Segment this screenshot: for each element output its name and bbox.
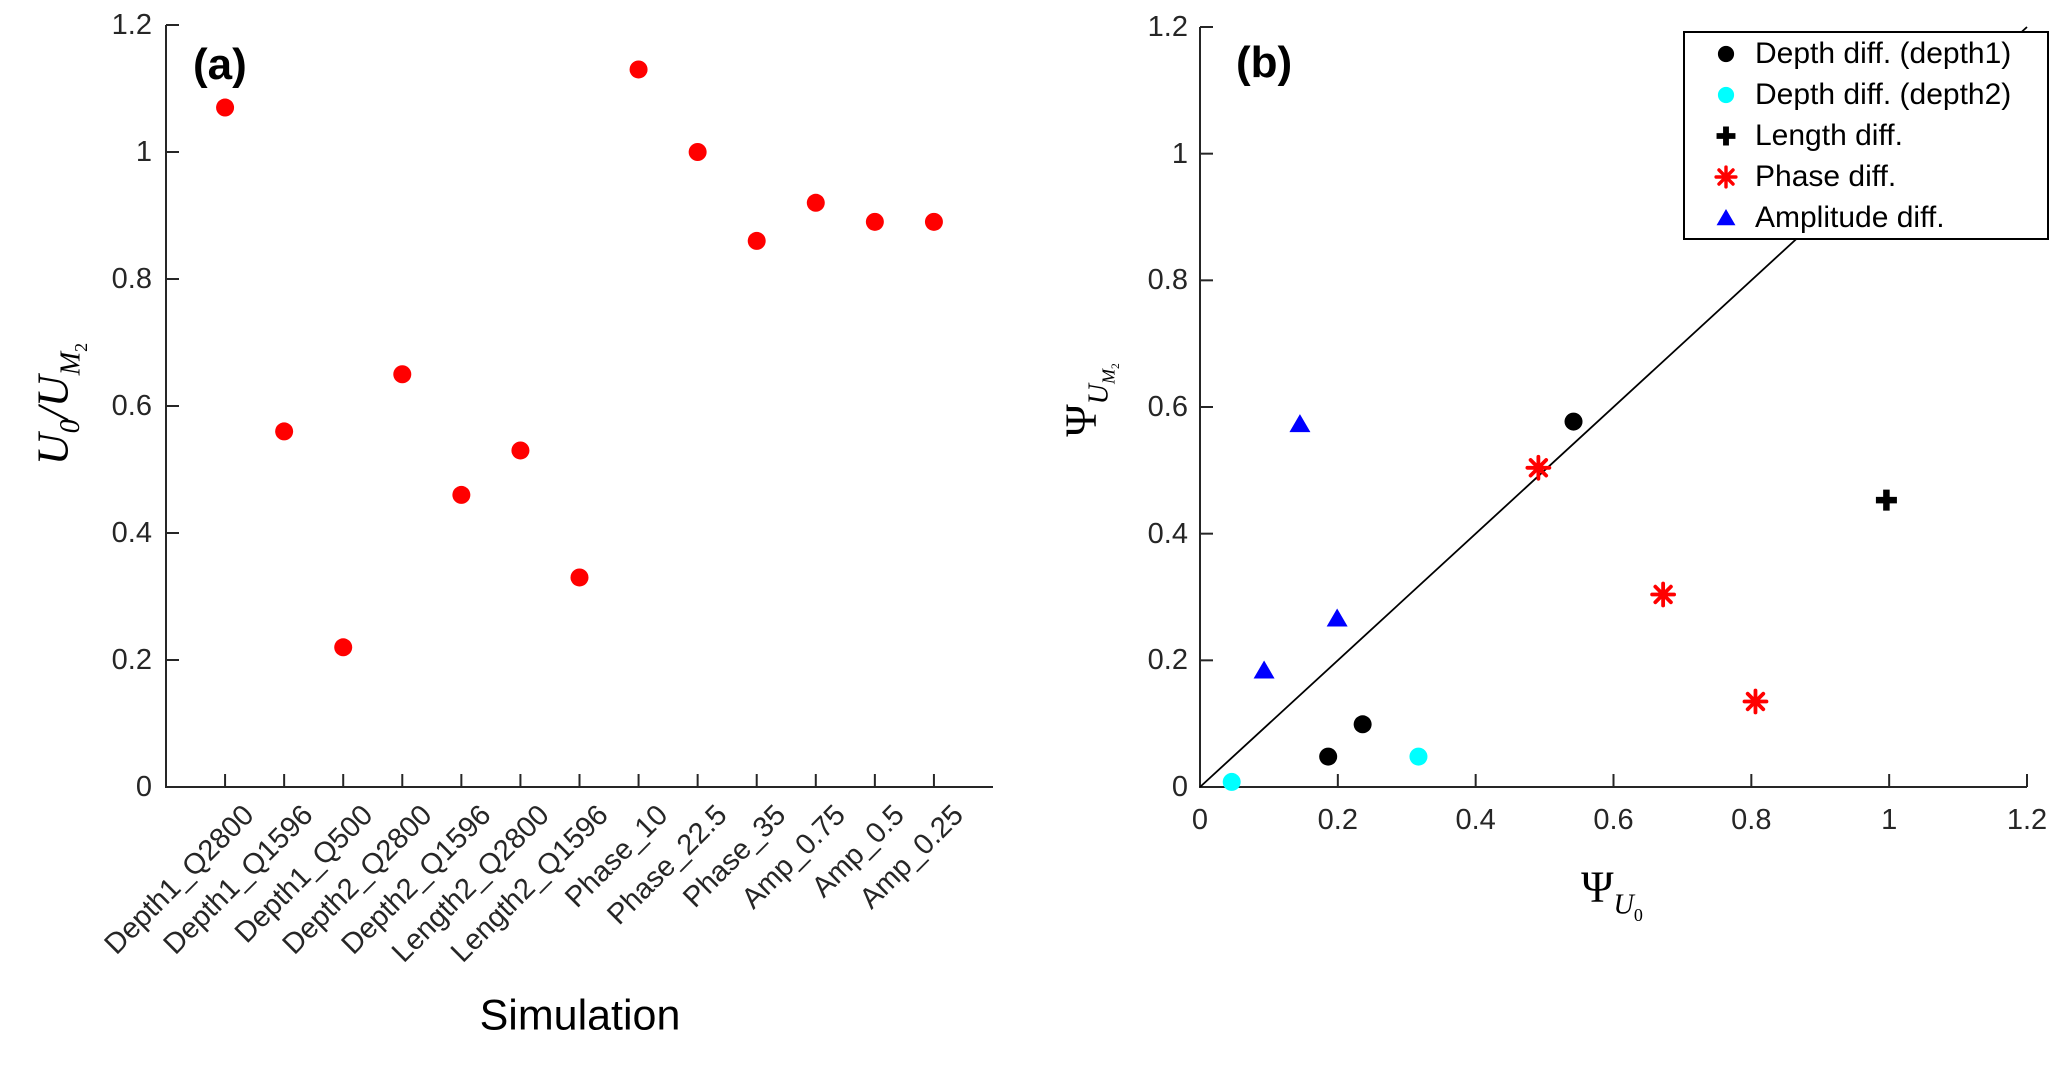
- plot-b-xtick-label: 0.6: [1593, 804, 1634, 836]
- legend-row: Amplitude diff.: [1685, 201, 2047, 235]
- plot-b-data-point: [1289, 414, 1311, 433]
- plot-a-data-point: [570, 568, 589, 587]
- ylabel-a-subM: M: [55, 351, 87, 376]
- plot-a-ytick-label: 0: [135, 771, 152, 803]
- plot-a-data-point: [688, 143, 707, 161]
- ylabel-a-U2: U: [28, 375, 78, 408]
- legend-marker-triangle-icon: [1716, 208, 1736, 225]
- plot-b-points: [1222, 412, 1897, 791]
- legend-box: Depth diff. (depth1) Depth diff. (depth2)…: [1683, 31, 2049, 240]
- plot-a-data-point: [216, 98, 235, 117]
- plot-b-data-point: [1353, 715, 1372, 734]
- plot-b-data-point: [1222, 772, 1241, 791]
- legend-label: Depth diff. (depth2): [1755, 77, 2012, 111]
- plot-b-ytick-label: 0.4: [1147, 517, 1188, 550]
- plot-b-data-point: [1409, 747, 1428, 766]
- plot-a-data-point: [747, 231, 766, 250]
- xlabel-b-psi: Ψ: [1581, 862, 1614, 912]
- ylabel-a-sub2: 2: [70, 342, 91, 352]
- ylabel-b-psi: Ψ: [1056, 404, 1106, 437]
- plot-b-xtick-label: 0.4: [1455, 804, 1496, 836]
- legend-marker-circle-icon: [1717, 45, 1735, 62]
- plot-a-ytick-label: 0.6: [111, 390, 152, 422]
- plot-a-ytick-label: 0.2: [111, 644, 152, 676]
- plot-b-data-point: [1326, 608, 1348, 627]
- plot-a-data-point: [865, 212, 884, 231]
- plot-a: [165, 24, 993, 788]
- plot-a-data-point: [924, 212, 943, 231]
- plot-a-data-point: [452, 485, 471, 504]
- legend-marker-plus-icon: [1716, 126, 1736, 145]
- ylabel-a-U1: U: [28, 433, 78, 466]
- panel-a-label: (a): [193, 40, 247, 89]
- plot-b-ytick-label: 0.2: [1147, 644, 1188, 677]
- plot-a-data-point: [334, 638, 353, 657]
- plot-b-ytick-label: 0.8: [1147, 264, 1188, 297]
- legend-marker-glyph: [1714, 164, 1738, 189]
- legend-label: Depth diff. (depth1): [1755, 36, 2012, 70]
- plot-b-data-point: [1253, 660, 1275, 679]
- plot-b-data-point: [1319, 747, 1338, 766]
- legend-row: Depth diff. (depth1): [1685, 37, 2047, 71]
- plot-b-ytick-label: 1: [1171, 137, 1188, 170]
- ylabel-a-slash: /: [28, 407, 78, 420]
- plot-b-xtick-label: 1: [1881, 804, 1898, 836]
- ylabel-a-sub0: 0: [55, 419, 87, 434]
- plot-a-xlabel: Simulation: [479, 991, 681, 1040]
- legend-label: Length diff.: [1755, 118, 1903, 152]
- plot-a-data-point: [393, 365, 412, 384]
- legend-marker-glyph: [1716, 208, 1736, 225]
- plot-b-ytick-label: 1.2: [1147, 11, 1188, 43]
- plot-a-ytick-label: 0.4: [111, 517, 152, 549]
- plot-b-xtick-label: 0.2: [1317, 804, 1358, 836]
- plot-b-data-point: [1650, 581, 1677, 608]
- plot-a-ylabel: U0/UM2: [27, 343, 90, 466]
- ylabel-b-subM: M: [1098, 368, 1119, 384]
- plot-a-data-point: [629, 60, 648, 79]
- legend-marker-glyph: [1717, 86, 1735, 103]
- ylabel-b-subU: U: [1083, 383, 1115, 405]
- plot-b-data-point: [1742, 688, 1769, 715]
- xlabel-b-sub0: 0: [1633, 904, 1643, 925]
- ylabel-b-sub2: 2: [1110, 363, 1123, 369]
- legend-marker-asterisk-icon: [1714, 164, 1738, 189]
- plot-b-xlabel: ΨU0: [1581, 861, 1643, 923]
- plot-a-axes: [165, 25, 993, 788]
- plot-a-ytick-label: 1.2: [111, 9, 152, 41]
- legend-marker-glyph: [1716, 126, 1736, 145]
- plot-b-ytick-label: 0.6: [1147, 391, 1188, 423]
- plot-a-data-point: [806, 193, 825, 212]
- plot-b-ylabel: ΨUM2: [1055, 363, 1122, 437]
- plot-a-data-point: [275, 422, 294, 441]
- legend-label: Phase diff.: [1755, 159, 1897, 193]
- legend-marker-circle-icon: [1717, 86, 1735, 103]
- plot-a-points: [216, 60, 943, 657]
- plot-b-data-point: [1525, 454, 1552, 481]
- plot-b-xtick-label: 0: [1191, 804, 1209, 836]
- plot-a-data-point: [511, 441, 530, 460]
- plot-b-data-point: [1564, 412, 1583, 431]
- legend-marker-glyph: [1717, 45, 1735, 62]
- plot-b-ytick-label: 0: [1171, 771, 1188, 803]
- plot-b-xtick-label: 0.8: [1731, 804, 1772, 836]
- xlabel-b-subU: U: [1613, 889, 1634, 921]
- legend-label: Amplitude diff.: [1755, 200, 1945, 234]
- plot-a-ytick-label: 0.8: [111, 263, 152, 295]
- legend-row: Length diff.: [1685, 119, 2047, 153]
- plot-b-xtick-label: 1.2: [2006, 804, 2048, 836]
- panel-b-label: (b): [1236, 38, 1293, 87]
- plot-b-data-point: [1875, 489, 1897, 511]
- legend-row: Phase diff.: [1685, 160, 2047, 194]
- plot-a-ytick-label: 1: [135, 136, 152, 168]
- legend-row: Depth diff. (depth2): [1685, 78, 2047, 112]
